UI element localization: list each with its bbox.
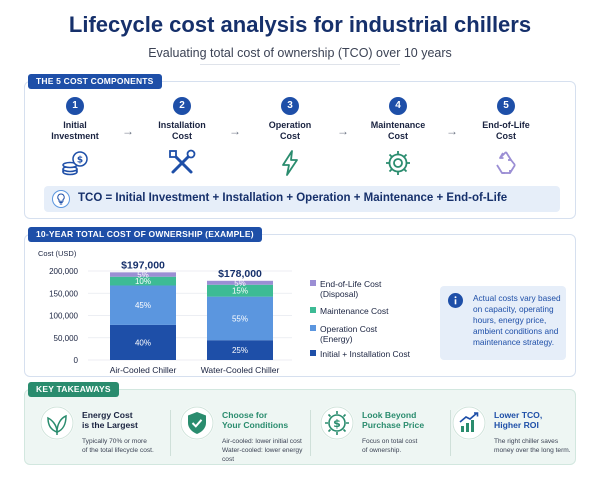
- lightbulb-icon: [52, 190, 70, 208]
- takeaway-look-beyond: $ Look Beyond Purchase Price Focus on to…: [314, 404, 448, 460]
- growth-chart-icon: [452, 406, 486, 440]
- legend-swatch: [310, 307, 316, 313]
- y-tick-label: 50,000: [54, 334, 79, 343]
- page-subtitle: Evaluating total cost of ownership (TCO)…: [148, 46, 452, 60]
- dollar-gear-icon: $: [320, 406, 354, 440]
- step-number: 2: [173, 97, 191, 115]
- takeaway-title: Energy Cost is the Largest: [82, 410, 138, 430]
- step-arrow: →: [229, 124, 241, 138]
- legend-swatch: [310, 350, 316, 356]
- y-axis-label: Cost (USD): [38, 249, 77, 258]
- takeaway-desc: Focus on total cost of ownership.: [362, 438, 418, 454]
- takeaway-desc: The right chiller saves money over the l…: [494, 438, 571, 454]
- bar-segment-label: 55%: [232, 314, 248, 323]
- bar-total-label: $178,000: [218, 268, 262, 280]
- bar-segment: [110, 324, 176, 360]
- page-title: Lifecycle cost analysis for industrial c…: [68, 12, 532, 37]
- gear-icon: [386, 151, 410, 175]
- step-number: 5: [497, 97, 515, 115]
- takeaway-title: Look Beyond Purchase Price: [362, 410, 425, 430]
- svg-text:$: $: [333, 417, 341, 430]
- x-category-label: Water-Cooled Chiller: [201, 365, 280, 375]
- step-number: 1: [66, 97, 84, 115]
- cost-components-label: THE 5 COST COMPONENTS: [28, 74, 162, 89]
- bar-total-label: $197,000: [121, 259, 165, 271]
- bar-segment-label: 15%: [232, 287, 248, 296]
- takeaways-label: KEY TAKEAWAYS: [28, 382, 119, 397]
- shield-check-icon: [180, 406, 214, 440]
- step-label: Maintenance Cost: [370, 120, 426, 141]
- legend-swatch: [310, 325, 316, 331]
- takeaway-desc: Typically 70% or more of the total lifec…: [82, 438, 154, 454]
- step-number: 4: [389, 97, 407, 115]
- bar-segment-label: 5%: [234, 279, 246, 288]
- y-tick-label: 0: [74, 356, 79, 365]
- step-label: Operation Cost: [268, 120, 312, 141]
- bar-segment: [207, 340, 273, 360]
- tco-formula-text: TCO = Initial Investment + Installation …: [78, 192, 508, 204]
- step-arrow: →: [122, 124, 134, 138]
- step-maintenance-cost: 4 Maintenance Cost: [355, 97, 441, 183]
- coins-icon: $: [62, 151, 88, 176]
- svg-text:$: $: [77, 156, 83, 166]
- takeaway-title: Choose for Your Conditions: [222, 410, 289, 430]
- y-tick-label: 200,000: [49, 267, 78, 276]
- step-installation-cost: 2 Installation Cost: [139, 97, 225, 183]
- leaf-icon: [40, 406, 74, 440]
- bar-segment-label: 25%: [232, 346, 248, 355]
- x-category-label: Air-Cooled Chiller: [110, 365, 177, 375]
- bar-segment: [207, 280, 273, 285]
- step-operation-cost: 3 Operation Cost: [247, 97, 333, 183]
- title-divider: [200, 64, 400, 65]
- bar-segment: [207, 284, 273, 297]
- legend-label: Maintenance Cost: [320, 306, 389, 316]
- bar-segment-label: 45%: [135, 301, 151, 310]
- bar-segment: [207, 296, 273, 341]
- step-label: End-of-Life Cost: [482, 120, 530, 141]
- tco-label: 10-YEAR TOTAL COST OF OWNERSHIP (EXAMPLE…: [28, 227, 262, 242]
- step-label: Installation Cost: [158, 120, 206, 141]
- takeaway-energy-cost: Energy Cost is the Largest Typically 70%…: [34, 404, 168, 460]
- legend-item: Maintenance Cost: [310, 306, 389, 316]
- recycle-icon: [496, 151, 516, 174]
- takeaway-choose-conditions: Choose for Your Conditions Air-cooled: l…: [174, 404, 308, 463]
- y-tick-label: 100,000: [49, 312, 78, 321]
- step-arrow: →: [446, 124, 458, 138]
- takeaway-divider: [310, 410, 311, 456]
- legend-item: Initial + Installation Cost: [310, 349, 411, 359]
- step-arrow: →: [337, 124, 349, 138]
- takeaway-desc: Air-cooled: lower initial cost Water-coo…: [222, 438, 303, 463]
- bar-segment-label: 40%: [135, 338, 151, 347]
- y-tick-label: 150,000: [49, 289, 78, 298]
- step-number: 3: [281, 97, 299, 115]
- info-icon: [448, 293, 463, 308]
- tco-stacked-bar-chart: Cost (USD) 050,000100,000150,000200,000 …: [38, 249, 292, 375]
- bar-segment-label: 5%: [137, 271, 149, 280]
- takeaway-divider: [450, 410, 451, 456]
- takeaway-lower-tco: Lower TCO, Higher ROI The right chiller …: [446, 404, 580, 460]
- tools-icon: [169, 149, 196, 174]
- legend-label: Operation Cost (Energy): [320, 324, 378, 344]
- bar-segment: [110, 285, 176, 325]
- step-initial-investment: 1 Initial Investment $: [32, 97, 118, 183]
- bar-segment: [110, 276, 176, 286]
- note-text: Actual costs vary based on capacity, ope…: [473, 293, 561, 347]
- tco-formula: TCO = Initial Investment + Installation …: [44, 186, 560, 212]
- cost-variation-note: Actual costs vary based on capacity, ope…: [440, 286, 566, 360]
- legend-item: Operation Cost (Energy): [310, 324, 378, 344]
- lightning-icon: [282, 150, 298, 176]
- takeaway-divider: [170, 410, 171, 456]
- legend-item: End-of-Life Cost (Disposal): [310, 279, 382, 299]
- legend-swatch: [310, 280, 316, 286]
- step-label: Initial Investment: [51, 120, 99, 141]
- bar-segment-label: 10%: [135, 277, 151, 286]
- takeaway-title: Lower TCO, Higher ROI: [494, 410, 543, 430]
- step-end-of-life-cost: 5 End-of-Life Cost: [463, 97, 549, 183]
- legend-label: Initial + Installation Cost: [320, 349, 411, 359]
- legend-label: End-of-Life Cost (Disposal): [320, 279, 382, 299]
- bar-segment: [110, 272, 176, 277]
